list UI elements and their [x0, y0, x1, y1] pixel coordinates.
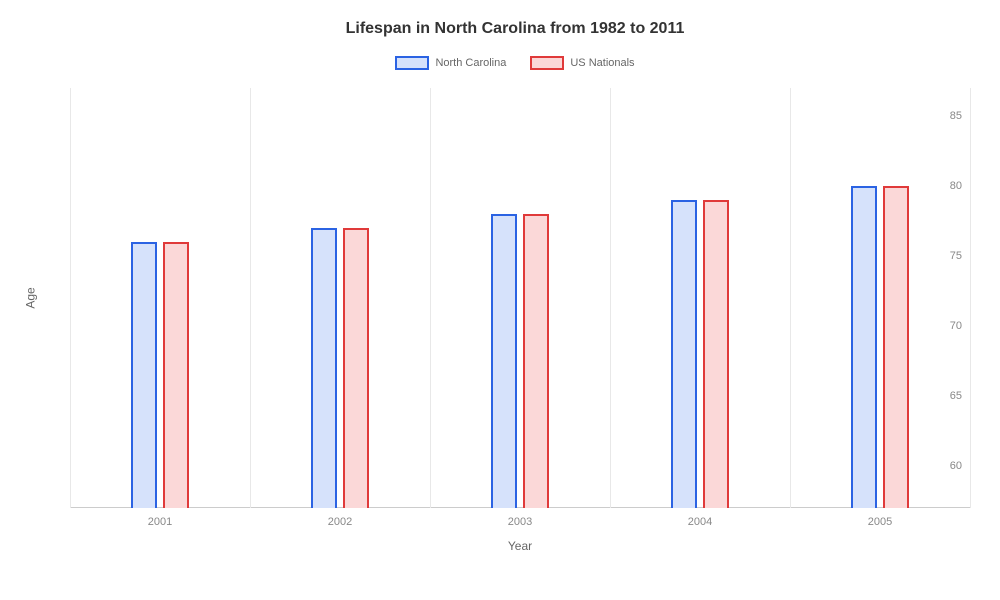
- bar: [523, 214, 549, 508]
- plot-area: Age Year 6065707580852001200220032004200…: [70, 88, 970, 508]
- y-tick: 75: [950, 250, 962, 262]
- legend-label-nc: North Carolina: [435, 57, 506, 69]
- bar: [343, 228, 369, 508]
- bar: [851, 186, 877, 508]
- grid-line: [70, 88, 71, 508]
- plot-baseline: [70, 507, 970, 508]
- y-tick: 60: [950, 460, 962, 472]
- bar: [491, 214, 517, 508]
- x-tick: 2005: [868, 516, 892, 528]
- grid-line: [610, 88, 611, 508]
- x-tick: 2001: [148, 516, 172, 528]
- legend-item-us: US Nationals: [530, 56, 634, 70]
- legend: North Carolina US Nationals: [60, 56, 970, 70]
- grid-line: [430, 88, 431, 508]
- chart-title: Lifespan in North Carolina from 1982 to …: [60, 20, 970, 38]
- y-tick: 85: [950, 110, 962, 122]
- x-axis-label: Year: [508, 539, 532, 553]
- legend-label-us: US Nationals: [570, 57, 634, 69]
- bar: [131, 242, 157, 508]
- bar: [311, 228, 337, 508]
- y-tick: 70: [950, 320, 962, 332]
- y-tick: 65: [950, 390, 962, 402]
- bar: [163, 242, 189, 508]
- x-tick: 2003: [508, 516, 532, 528]
- grid-line: [970, 88, 971, 508]
- y-axis-label: Age: [24, 287, 38, 308]
- y-tick: 80: [950, 180, 962, 192]
- legend-item-nc: North Carolina: [395, 56, 506, 70]
- legend-swatch-nc: [395, 56, 429, 70]
- legend-swatch-us: [530, 56, 564, 70]
- chart-container: Lifespan in North Carolina from 1982 to …: [0, 0, 1000, 600]
- bar: [883, 186, 909, 508]
- grid-line: [250, 88, 251, 508]
- x-tick: 2004: [688, 516, 712, 528]
- bar: [703, 200, 729, 508]
- x-tick: 2002: [328, 516, 352, 528]
- grid-line: [790, 88, 791, 508]
- bar: [671, 200, 697, 508]
